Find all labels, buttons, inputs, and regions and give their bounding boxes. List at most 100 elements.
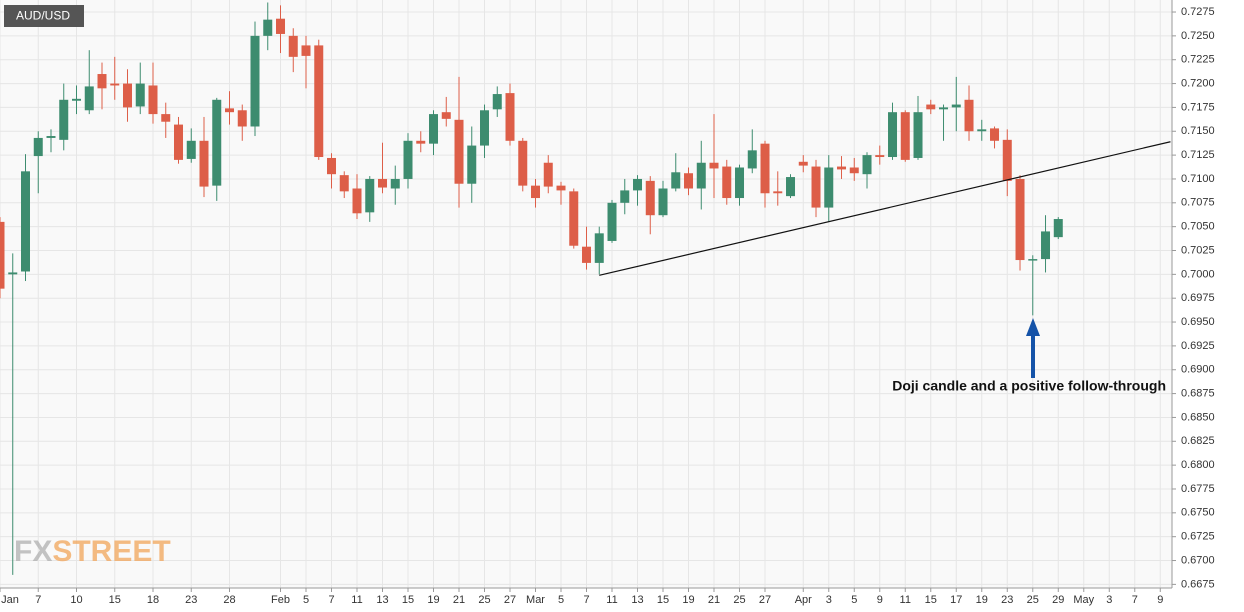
y-tick-label: 0.6900 <box>1181 364 1215 376</box>
x-tick-label: 27 <box>759 594 771 606</box>
candle-body <box>824 167 834 208</box>
x-tick-label: May <box>1073 594 1094 606</box>
x-tick-label: 25 <box>733 594 745 606</box>
y-tick-label: 0.6975 <box>1181 292 1215 304</box>
x-tick-label: Apr <box>795 594 812 606</box>
x-tick-label: 11 <box>900 594 911 606</box>
y-tick-label: 0.7150 <box>1181 125 1215 137</box>
candle-body <box>135 83 145 107</box>
x-tick-label: 29 <box>1052 594 1064 606</box>
x-tick-label: 17 <box>950 594 962 606</box>
candle-body <box>658 188 668 216</box>
x-tick-label: 15 <box>657 594 669 606</box>
x-tick-label: 11 <box>606 594 617 606</box>
candle-body <box>416 140 426 144</box>
x-tick-label: 21 <box>453 594 465 606</box>
x-tick-label: 10 <box>70 594 82 606</box>
candle-body <box>1002 139 1012 181</box>
x-tick-label: 5 <box>303 594 309 606</box>
x-tick-label: 19 <box>682 594 694 606</box>
candle-body <box>505 93 515 141</box>
candle-body <box>480 110 490 146</box>
y-tick-label: 0.6800 <box>1181 459 1215 471</box>
candle-body <box>263 19 273 36</box>
candle-body <box>964 99 974 132</box>
x-tick-label: Feb <box>271 594 290 606</box>
y-tick-label: 0.7000 <box>1181 268 1215 280</box>
candle-body <box>747 150 757 169</box>
candle-body <box>429 114 439 144</box>
candle-body <box>633 178 643 191</box>
candle-body <box>492 94 502 110</box>
y-tick-label: 0.7275 <box>1181 6 1215 18</box>
candle-body <box>888 112 898 158</box>
candle-body <box>123 83 133 108</box>
candle-body <box>365 178 375 213</box>
y-tick-label: 0.6775 <box>1181 483 1215 495</box>
candle-body <box>990 128 1000 141</box>
x-tick-label: 7 <box>328 594 334 606</box>
candle-body <box>862 155 872 175</box>
candle-body <box>811 166 821 208</box>
x-tick-label: 3 <box>826 594 832 606</box>
candle-body <box>339 175 349 192</box>
y-tick-label: 0.7025 <box>1181 244 1215 256</box>
y-tick-label: 0.7175 <box>1181 101 1215 113</box>
candle-body <box>403 140 413 179</box>
logo-street: STREET <box>52 535 170 568</box>
y-tick-label: 0.7125 <box>1181 149 1215 161</box>
chart-title: AUD/USD <box>16 9 70 23</box>
y-tick-label: 0.6700 <box>1181 554 1215 566</box>
candle-body <box>773 191 783 194</box>
candle-body <box>186 140 196 159</box>
title-box <box>4 5 84 27</box>
candle-body <box>454 119 464 184</box>
candle-body <box>46 136 56 138</box>
x-tick-label: 13 <box>376 594 388 606</box>
x-tick-label: 11 <box>351 594 362 606</box>
x-tick-label: 13 <box>631 594 643 606</box>
candle-body <box>518 140 528 186</box>
y-tick-label: 0.6750 <box>1181 507 1215 519</box>
y-tick-label: 0.6875 <box>1181 387 1215 399</box>
candle-body <box>837 166 847 170</box>
candle-body <box>620 190 630 203</box>
candle-body <box>556 185 566 191</box>
candle-body <box>735 167 745 199</box>
candle-body <box>250 35 260 127</box>
x-tick-label: Jan <box>1 594 19 606</box>
candle-body <box>199 140 209 187</box>
arrow-head <box>1026 318 1040 336</box>
candle-body <box>1015 178 1025 261</box>
y-tick-label: 0.7250 <box>1181 30 1215 42</box>
candle-body <box>709 162 719 169</box>
candle-body <box>531 185 541 199</box>
candle-body <box>33 137 43 157</box>
x-tick-label: 15 <box>402 594 414 606</box>
candle-body <box>786 177 796 197</box>
plot-background <box>0 0 1172 588</box>
trendline <box>599 141 1171 276</box>
candle-body <box>21 171 31 272</box>
candle-body <box>237 110 247 127</box>
y-tick-label: 0.7200 <box>1181 77 1215 89</box>
candle-body <box>760 143 770 194</box>
x-tick-label: 7 <box>35 594 41 606</box>
x-tick-label: 9 <box>1157 594 1163 606</box>
candle-body <box>161 114 171 122</box>
candle-body <box>798 161 808 166</box>
x-tick-label: Mar <box>526 594 545 606</box>
y-tick-label: 0.6950 <box>1181 316 1215 328</box>
x-tick-label: 15 <box>925 594 937 606</box>
candle-body <box>939 107 949 110</box>
y-tick-label: 0.6850 <box>1181 411 1215 423</box>
candle-body <box>900 112 910 160</box>
candle-body <box>314 45 324 158</box>
x-tick-label: 7 <box>1132 594 1138 606</box>
candle-body <box>875 155 885 158</box>
candle-body <box>607 202 617 241</box>
x-tick-label: 21 <box>708 594 720 606</box>
x-tick-label: 27 <box>504 594 516 606</box>
candle-body <box>212 99 222 186</box>
